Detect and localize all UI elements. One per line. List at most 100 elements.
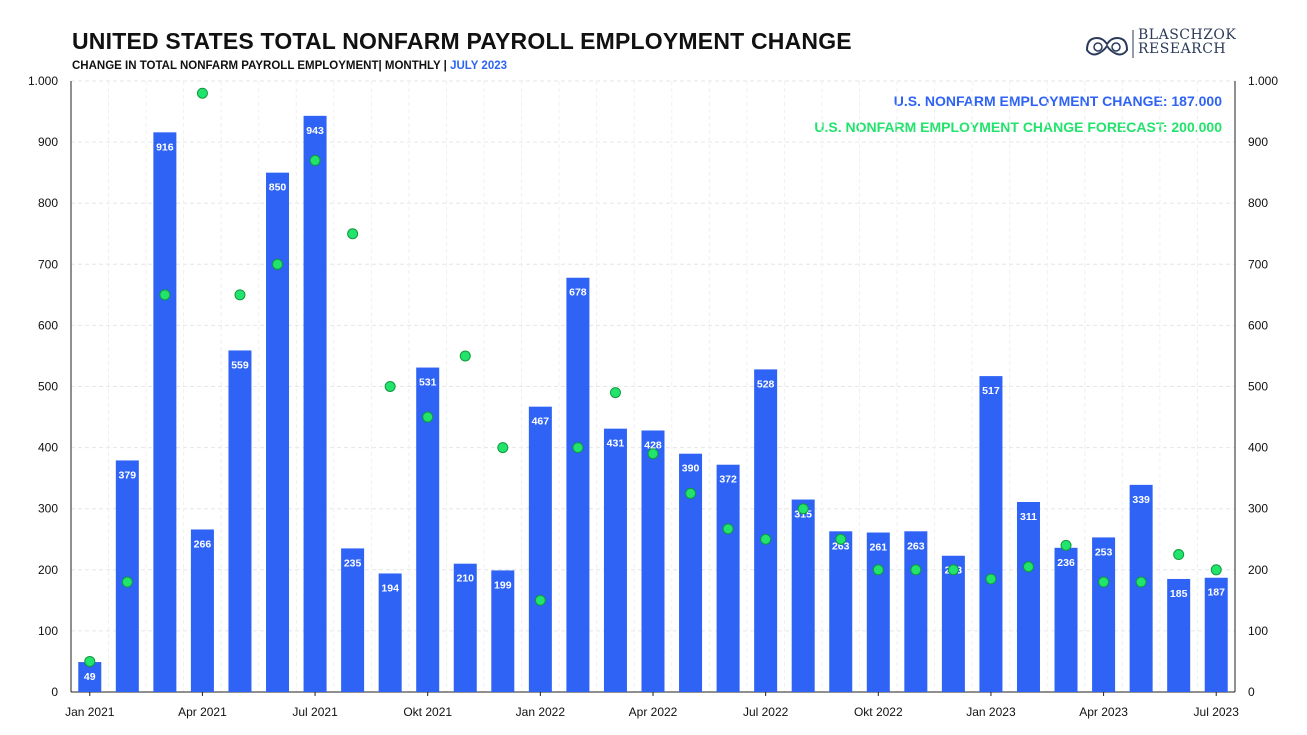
bar xyxy=(716,464,740,692)
x-tick-label: Jul 2021 xyxy=(292,705,338,719)
bar xyxy=(866,532,890,692)
forecast-point xyxy=(609,387,621,399)
bar-value-label: 431 xyxy=(607,438,625,450)
y-tick-label-left: 400 xyxy=(38,441,58,455)
y-tick-label-right: 0 xyxy=(1248,685,1255,699)
forecast-point xyxy=(1060,539,1072,551)
brand-name: BLASCHZOK RESEARCH xyxy=(1138,28,1236,56)
forecast-point xyxy=(121,576,133,588)
bar-value-label: 678 xyxy=(569,287,587,299)
forecast-point xyxy=(1022,561,1034,573)
forecast-point xyxy=(347,228,359,240)
x-tick-label: Jan 2023 xyxy=(966,705,1016,719)
forecast-point xyxy=(872,564,884,576)
bar xyxy=(115,460,139,692)
forecast-point xyxy=(685,487,697,499)
y-tick-label-left: 200 xyxy=(38,563,58,577)
bar-value-label: 943 xyxy=(306,125,324,137)
bar xyxy=(829,531,853,692)
bar xyxy=(1204,577,1228,692)
bar xyxy=(341,548,365,692)
bar xyxy=(228,350,252,692)
forecast-point xyxy=(1098,576,1110,588)
brand-line1: BLASCHZOK xyxy=(1138,27,1237,43)
y-tick-label-left: 300 xyxy=(38,502,58,516)
bar-value-label: 372 xyxy=(719,474,737,486)
bar xyxy=(190,529,214,692)
y-tick-label-right: 500 xyxy=(1248,380,1268,394)
y-tick-label-left: 1.000 xyxy=(28,74,58,88)
bar xyxy=(603,428,627,692)
y-tick-label-left: 500 xyxy=(38,380,58,394)
forecast-point xyxy=(422,411,434,423)
bar-value-label: 236 xyxy=(1057,557,1075,569)
y-tick-label-right: 300 xyxy=(1248,502,1268,516)
bar-value-label: 263 xyxy=(832,540,850,552)
bar xyxy=(153,132,177,693)
y-tick-label-left: 100 xyxy=(38,624,58,638)
forecast-point xyxy=(459,350,471,362)
y-tick-label-right: 700 xyxy=(1248,257,1268,271)
x-tick-label: Apr 2022 xyxy=(629,705,678,719)
forecast-point xyxy=(196,87,208,99)
bar xyxy=(266,172,290,692)
bar xyxy=(528,406,552,692)
bar xyxy=(1167,578,1191,692)
bar-value-label: 559 xyxy=(231,359,249,371)
x-tick-label: Okt 2022 xyxy=(854,705,903,719)
bar-value-label: 390 xyxy=(682,463,700,475)
y-tick-label-right: 600 xyxy=(1248,318,1268,332)
forecast-point xyxy=(985,573,997,585)
forecast-point xyxy=(760,533,772,545)
y-tick-label-right: 1.000 xyxy=(1248,74,1278,88)
x-tick-label: Apr 2023 xyxy=(1079,705,1128,719)
y-tick-label-right: 100 xyxy=(1248,624,1268,638)
forecast-point xyxy=(497,442,509,454)
bar xyxy=(791,499,815,692)
bar-value-label: 467 xyxy=(532,416,550,428)
bar xyxy=(78,662,102,692)
x-tick-label: Jul 2023 xyxy=(1194,705,1240,719)
brand-line2: RESEARCH xyxy=(1138,41,1227,57)
bar-value-label: 235 xyxy=(344,557,362,569)
y-tick-label-left: 700 xyxy=(38,257,58,271)
bar xyxy=(416,367,440,692)
bar-value-label: 266 xyxy=(194,538,212,550)
forecast-point xyxy=(1135,576,1147,588)
forecast-point xyxy=(1173,549,1185,561)
brand-logo-icon xyxy=(1085,30,1134,58)
y-tick-label-left: 900 xyxy=(38,135,58,149)
y-tick-label-left: 600 xyxy=(38,318,58,332)
x-tick-label: Jan 2021 xyxy=(65,705,115,719)
bar-value-label: 185 xyxy=(1170,588,1188,600)
forecast-point xyxy=(572,442,584,454)
bar xyxy=(1092,537,1116,692)
bar xyxy=(979,376,1003,692)
chart-title: UNITED STATES TOTAL NONFARM PAYROLL EMPL… xyxy=(72,28,852,54)
bar-value-label: 187 xyxy=(1207,587,1225,599)
bar xyxy=(303,115,327,692)
forecast-point xyxy=(947,564,959,576)
forecast-point xyxy=(910,564,922,576)
x-tick-label: Jul 2022 xyxy=(743,705,789,719)
bar xyxy=(679,453,703,692)
bar-value-label: 379 xyxy=(119,469,137,481)
forecast-point xyxy=(272,258,284,270)
bar-value-label: 850 xyxy=(269,182,287,194)
y-tick-label-left: 0 xyxy=(51,685,58,699)
chart-subtitle: CHANGE IN TOTAL NONFARM PAYROLL EMPLOYME… xyxy=(72,60,507,72)
bar xyxy=(491,570,515,692)
forecast-point xyxy=(234,289,246,301)
forecast-point xyxy=(534,594,546,606)
forecast-point xyxy=(647,448,659,460)
bar xyxy=(904,531,928,692)
y-tick-label-right: 900 xyxy=(1248,135,1268,149)
bar-value-label: 210 xyxy=(456,573,474,585)
bar-value-label: 531 xyxy=(419,377,437,389)
bar-value-label: 517 xyxy=(982,385,1000,397)
x-tick-label: Okt 2021 xyxy=(403,705,452,719)
bar-value-label: 263 xyxy=(907,540,925,552)
subtitle-period: JULY 2023 xyxy=(450,60,508,72)
forecast-point xyxy=(84,655,96,667)
